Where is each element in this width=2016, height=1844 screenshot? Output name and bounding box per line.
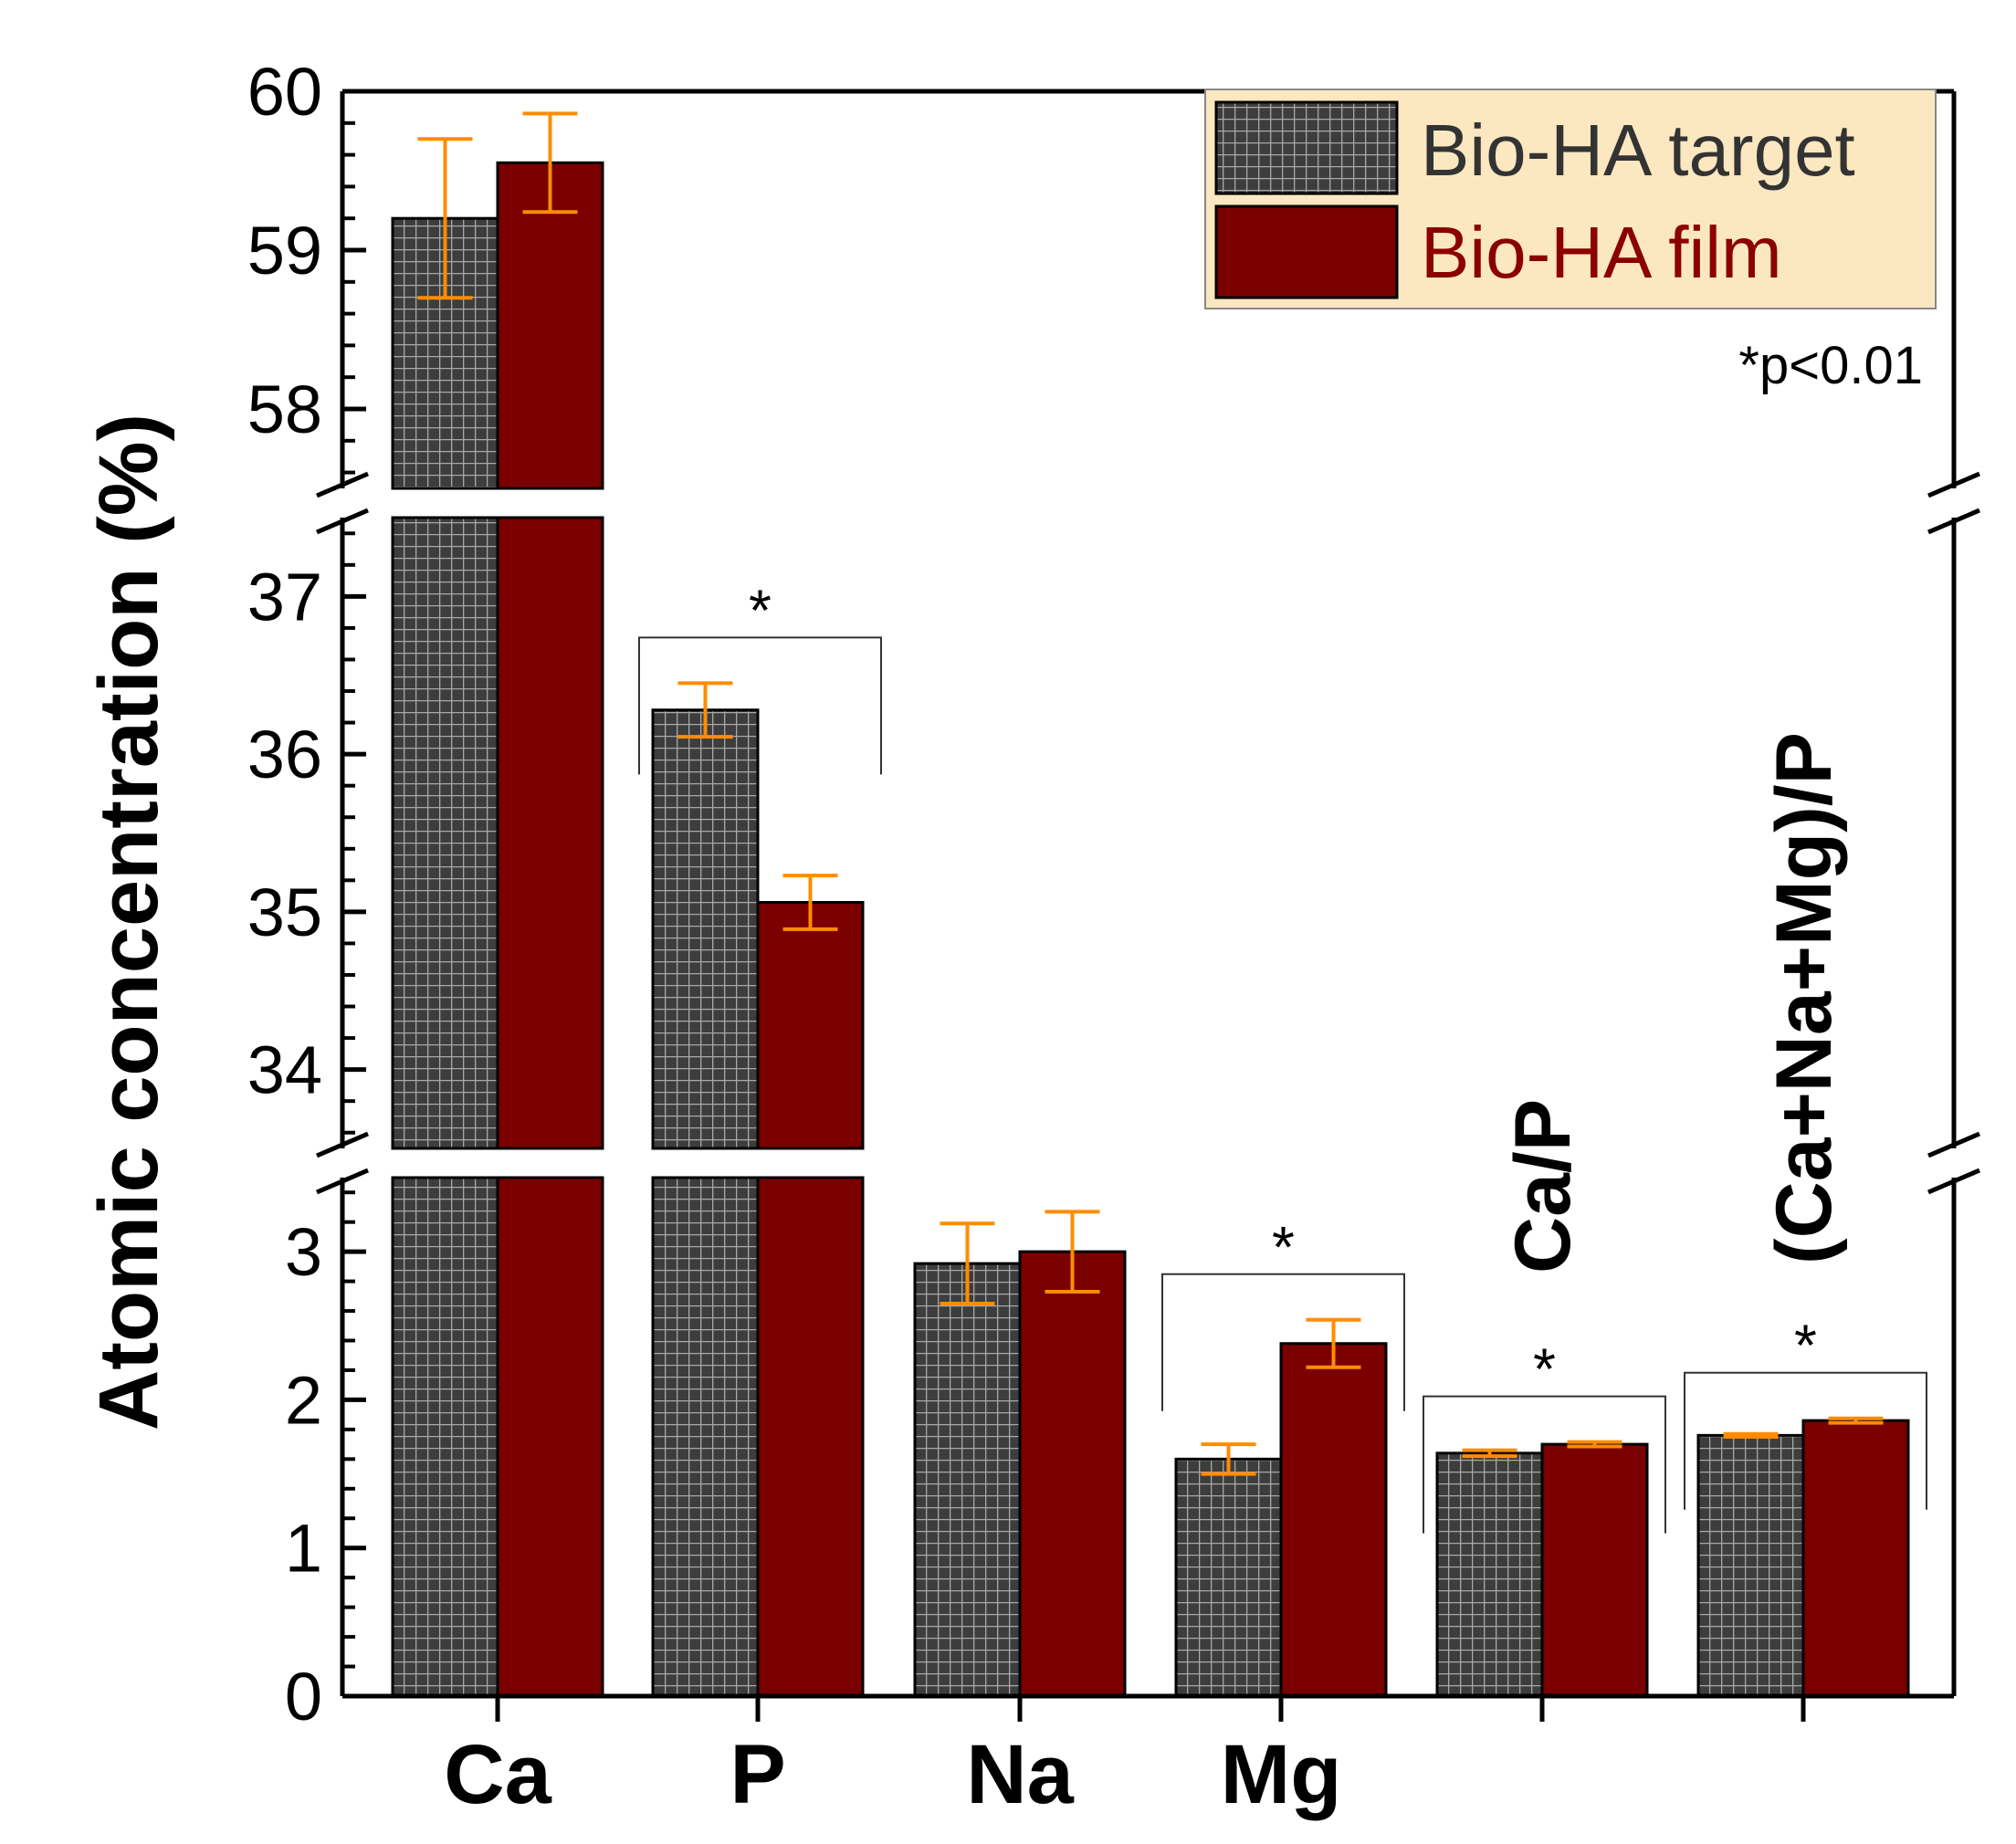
bar-film-1-part1 bbox=[756, 901, 865, 1150]
labels-layer: 0 1 2 3 34 35 36 37 58 59 60 Ca P Na Mg Ca/P (Ca+Na+Mg)/… bbox=[247, 54, 1848, 1821]
axes-layer bbox=[316, 89, 1980, 1722]
break-slash-1-0-1 bbox=[316, 471, 369, 498]
bar-film-0-part0 bbox=[496, 1176, 604, 1698]
bar-target-1-part1 bbox=[651, 708, 760, 1150]
y-tick-label-37: 37 bbox=[247, 559, 322, 634]
legend: Bio-HA target Bio-HA film bbox=[1204, 89, 1937, 309]
significance-bracket-2 bbox=[1423, 1395, 1666, 1534]
break-slash-0-1-1 bbox=[1927, 1131, 1980, 1158]
significance-bracket-1 bbox=[1161, 1273, 1405, 1411]
break-slash-1-0-0 bbox=[316, 508, 369, 535]
legend-label-target: Bio-HA target bbox=[1421, 110, 1855, 191]
bar-target-5 bbox=[1696, 1433, 1805, 1698]
y-tick-label-59: 59 bbox=[247, 213, 322, 288]
bar-film-5 bbox=[1801, 1419, 1910, 1698]
y-tick-label-2: 2 bbox=[285, 1362, 322, 1438]
legend-swatch-target bbox=[1214, 100, 1399, 195]
bar-target-0-part0 bbox=[391, 1176, 499, 1698]
error-bars-layer bbox=[417, 111, 1884, 1476]
significance-note: *p<0.01 bbox=[1738, 336, 1923, 395]
bar-target-3 bbox=[1174, 1457, 1283, 1698]
significance-star-0: * bbox=[749, 577, 772, 643]
bar-film-0-part1 bbox=[496, 516, 604, 1150]
break-slash-0-0-1 bbox=[316, 1131, 369, 1158]
x-label-1: P bbox=[730, 1728, 785, 1821]
legend-swatch-film bbox=[1214, 204, 1399, 299]
y-tick-label-60: 60 bbox=[247, 54, 322, 130]
legend-label-film: Bio-HA film bbox=[1421, 212, 1782, 293]
break-slash-1-1-1 bbox=[1927, 471, 1980, 498]
break-slash-0-0-0 bbox=[316, 1168, 369, 1195]
bar-target-1-part0 bbox=[651, 1176, 760, 1698]
significance-brackets-layer bbox=[638, 636, 1927, 1534]
y-tick-label-0: 0 bbox=[285, 1659, 322, 1734]
x-label-2: Na bbox=[966, 1728, 1074, 1821]
bar-film-4 bbox=[1540, 1442, 1649, 1698]
bar-film-1-part0 bbox=[756, 1176, 865, 1698]
bar-film-2 bbox=[1018, 1250, 1127, 1698]
y-tick-label-3: 3 bbox=[285, 1214, 322, 1290]
bar-target-4 bbox=[1435, 1451, 1544, 1698]
break-slash-0-1-0 bbox=[1927, 1168, 1980, 1195]
significance-star-3: * bbox=[1794, 1313, 1817, 1378]
x-label-4: Ca/P bbox=[1499, 1099, 1587, 1273]
bar-target-0-part1 bbox=[391, 516, 499, 1150]
y-axis-title: Atomic concentration (%) bbox=[82, 414, 175, 1430]
bar-film-0-part2 bbox=[496, 161, 604, 490]
x-label-0: Ca bbox=[444, 1728, 551, 1821]
break-slash-1-1-0 bbox=[1927, 508, 1980, 535]
bar-target-2 bbox=[913, 1262, 1022, 1698]
significance-star-1: * bbox=[1272, 1214, 1295, 1280]
y-tick-label-36: 36 bbox=[247, 717, 322, 792]
x-label-5: (Ca+Na+Mg)/P bbox=[1760, 732, 1848, 1264]
y-tick-label-58: 58 bbox=[247, 372, 322, 447]
significance-bracket-0 bbox=[638, 636, 882, 775]
x-label-3: Mg bbox=[1221, 1728, 1342, 1821]
significance-bracket-3 bbox=[1684, 1371, 1927, 1510]
significance-star-2: * bbox=[1533, 1336, 1556, 1402]
bar-film-3 bbox=[1279, 1342, 1388, 1698]
y-tick-label-34: 34 bbox=[247, 1032, 322, 1108]
y-tick-label-35: 35 bbox=[247, 875, 322, 950]
y-tick-label-1: 1 bbox=[285, 1511, 322, 1587]
bars-layer bbox=[391, 161, 1910, 1698]
